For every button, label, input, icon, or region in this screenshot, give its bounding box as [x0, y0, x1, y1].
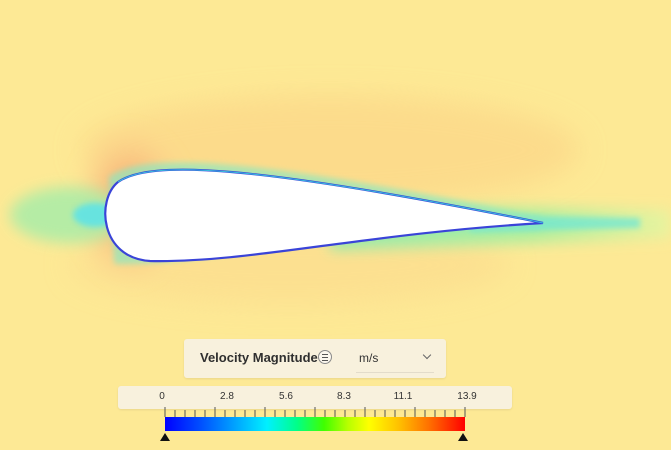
- range-min-handle-triangle-up-icon[interactable]: [160, 433, 170, 441]
- upper-surface-shear-line: [117, 169, 544, 224]
- legend-title: Velocity Magnitude: [200, 350, 318, 365]
- legend-header: Velocity Magnitude m/s: [184, 339, 446, 378]
- chevron-down-icon: [422, 350, 432, 360]
- tick-label-4: 8.3: [337, 391, 351, 402]
- color-scale-bar: [165, 417, 465, 431]
- scale-panel: 0 2.8 5.6 8.3 11.1 13.9: [118, 386, 512, 417]
- tick-label-5: 11.1: [393, 391, 413, 402]
- unit-value: m/s: [359, 351, 379, 365]
- tick-label-2: 2.8: [220, 391, 234, 402]
- tick-label-3: 5.6: [279, 391, 293, 402]
- tick-label-min: 0: [159, 391, 165, 402]
- scale-ticks: [164, 407, 466, 417]
- upstream-low-velocity-zone: [10, 187, 130, 243]
- unit-select[interactable]: m/s: [356, 346, 434, 373]
- menu-lines-icon[interactable]: [318, 350, 332, 364]
- tick-label-max: 13.9: [457, 391, 477, 402]
- range-max-handle-triangle-up-icon[interactable]: [458, 433, 468, 441]
